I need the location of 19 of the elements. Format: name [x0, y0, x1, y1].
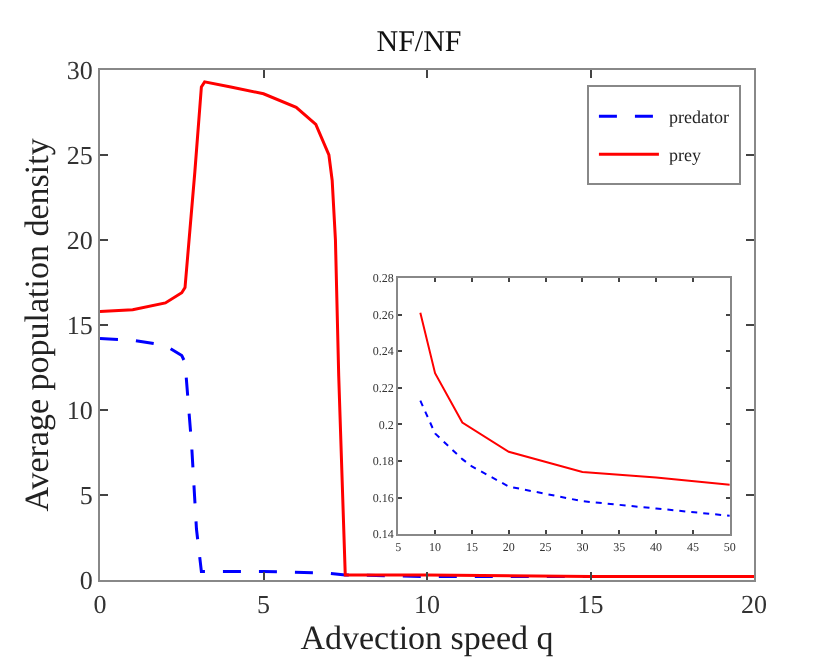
- y-tick-label: 25: [66, 140, 93, 171]
- legend-label: predator: [668, 107, 729, 128]
- y-axis-title: Average population density: [17, 137, 56, 512]
- y-tick-label: 20: [66, 225, 93, 256]
- legend-label: prey: [668, 145, 702, 166]
- x-tick-label: 15: [577, 589, 604, 620]
- x-axis-title: Advection speed q: [300, 619, 555, 658]
- y-tick-label: 5: [79, 480, 93, 511]
- x-tick-label: 5: [257, 589, 270, 620]
- line-series: [100, 80, 754, 579]
- y-tick-label: 30: [66, 55, 93, 86]
- x-tick-label: 10: [414, 589, 440, 620]
- line-series: [419, 399, 730, 517]
- x-tick-label: 20: [741, 589, 767, 620]
- chart-title: NF/NF: [376, 27, 462, 60]
- y-tick-label: 0: [79, 565, 93, 596]
- y-tick-label: 15: [66, 310, 93, 341]
- line-series: [419, 311, 730, 486]
- y-tick-label: 10: [66, 395, 93, 426]
